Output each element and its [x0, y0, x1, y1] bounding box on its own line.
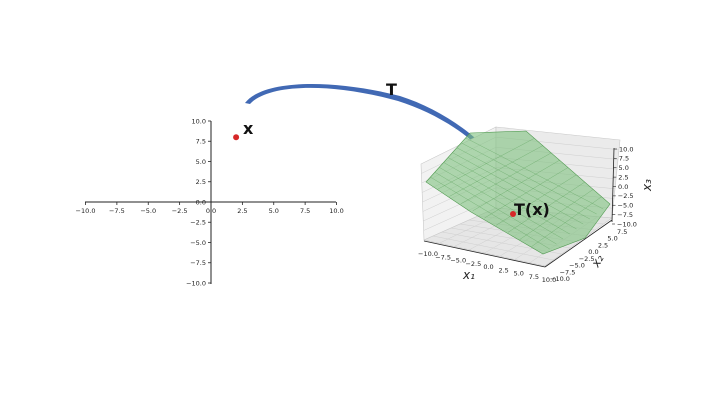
mesh-line [430, 176, 550, 250]
x2-tick-label: −7.5 [560, 268, 576, 276]
x-tick-label: 5.0 [269, 207, 279, 215]
x2-tick-label: −10.0 [550, 275, 570, 283]
x2-tick-label: −5.0 [569, 262, 585, 270]
surface-mesh [430, 137, 604, 250]
transformed-point [510, 211, 516, 217]
mesh-line [461, 152, 552, 204]
x3-tick-label: −10.0 [617, 220, 637, 228]
mesh-line [434, 172, 557, 245]
mesh-line [452, 152, 584, 225]
mesh-line [437, 138, 535, 190]
y-tick-label: −5.0 [190, 239, 206, 247]
mesh-line [461, 142, 597, 215]
y-tick-label: −2.5 [190, 219, 206, 227]
y-tick-label: −7.5 [190, 259, 206, 267]
x3-tick-label: 2.5 [618, 173, 628, 181]
x3-ticks-3d: 10.0 7.55.02.5 0.0−2.5 −5.0−7.5−10.0 [612, 145, 637, 228]
x3-tick-label: 5.0 [619, 164, 629, 172]
x3-tick-label: −7.5 [617, 211, 633, 219]
x1-tick-label: 7.5 [529, 273, 539, 281]
y-tick-label: −10.0 [186, 279, 206, 287]
y-ticks-2d: 10.0 7.5 5.0 2.5 0.0 −2.5 −5.0 −7.5 −10.0 [186, 117, 211, 287]
x1-tick-label: −5.0 [450, 257, 466, 265]
x3-tick-label: −2.5 [618, 192, 634, 200]
vector-x-label: x [243, 119, 254, 138]
image-plane-surface [425, 130, 611, 255]
mesh-line [472, 160, 560, 211]
x2-tick-label: 2.5 [598, 241, 608, 249]
x3-tick-label: −5.0 [618, 202, 634, 210]
x-tick-label: −7.5 [109, 207, 125, 215]
output-3d-plot: −10.0−7.5 −5.0 −2.5 0.0 2.5 5.0 7.5 10.0 −10.0−… [418, 126, 654, 284]
mesh-line [531, 196, 602, 247]
x-tick-label: −5.0 [140, 207, 156, 215]
mesh-line [443, 162, 570, 235]
x2-ticks-3d: −10.0−7.5−5.0−2.50.02.55.07.5 [550, 228, 627, 283]
x1-axis-label: x₁ [462, 268, 475, 282]
x-tick-label: 0.0 [206, 207, 216, 215]
x1-tick-label: −7.5 [435, 253, 451, 261]
x-tick-label: 2.5 [237, 207, 247, 215]
x2-tick-label: −2.5 [579, 255, 595, 263]
x1-tick-label: 5.0 [514, 270, 524, 278]
mesh-line [496, 174, 577, 226]
x3-tick-label: 7.5 [619, 155, 629, 163]
mesh-line [465, 137, 604, 210]
mesh-line [449, 145, 543, 197]
mesh-line [519, 189, 594, 240]
x2-axis-3d [544, 219, 613, 268]
x-tick-label: 7.5 [300, 207, 310, 215]
mesh-line [507, 181, 585, 233]
x3-axis-label: x₃ [640, 179, 654, 192]
x1-tick-label: 0.0 [483, 263, 493, 271]
x1-tick-label: 2.5 [498, 266, 508, 274]
mesh-line [447, 157, 577, 230]
mesh-line [456, 147, 590, 220]
input-plane-2d: −10.0 −7.5 −5.0 −2.5 0.0 2.5 5.0 7.5 10.0 10.07.… [76, 117, 344, 287]
x2-tick-label: 0.0 [588, 248, 598, 256]
x2-axis-label: x₂ [588, 252, 607, 270]
x-ticks-2d: −10.0 −7.5 −5.0 −2.5 0.0 2.5 5.0 7.5 10.0 [76, 202, 344, 215]
transformation-label: T [386, 80, 397, 99]
x3-tick-label: 10.0 [619, 145, 633, 153]
x1-tick-label: 10.0 [542, 276, 556, 284]
x1-axis-3d [423, 240, 546, 268]
y-tick-label: 5.0 [196, 158, 206, 166]
x3-axis-3d [611, 147, 615, 223]
x1-ticks-3d: −10.0−7.5 −5.0 −2.5 0.0 2.5 5.0 7.5 10.0 [418, 250, 556, 284]
y-tick-label: 0.0 [196, 198, 206, 206]
x3-tick-label: 0.0 [618, 183, 628, 191]
y-tick-label: 10.0 [192, 117, 206, 125]
mesh-line [439, 167, 564, 240]
x-tick-label: −2.5 [172, 207, 188, 215]
x1-tick-label: −2.5 [465, 260, 481, 268]
x-tick-label: −10.0 [76, 207, 96, 215]
x1-tick-label: −10.0 [418, 250, 438, 258]
x2-tick-label: 5.0 [607, 235, 617, 243]
x2-tick-label: 7.5 [617, 228, 627, 236]
x-tick-label: 10.0 [329, 207, 343, 215]
y-tick-label: 7.5 [196, 138, 206, 146]
y-tick-label: 2.5 [196, 178, 206, 186]
vector-x-point [233, 134, 240, 141]
transformed-point-label: T(x) [514, 200, 550, 219]
